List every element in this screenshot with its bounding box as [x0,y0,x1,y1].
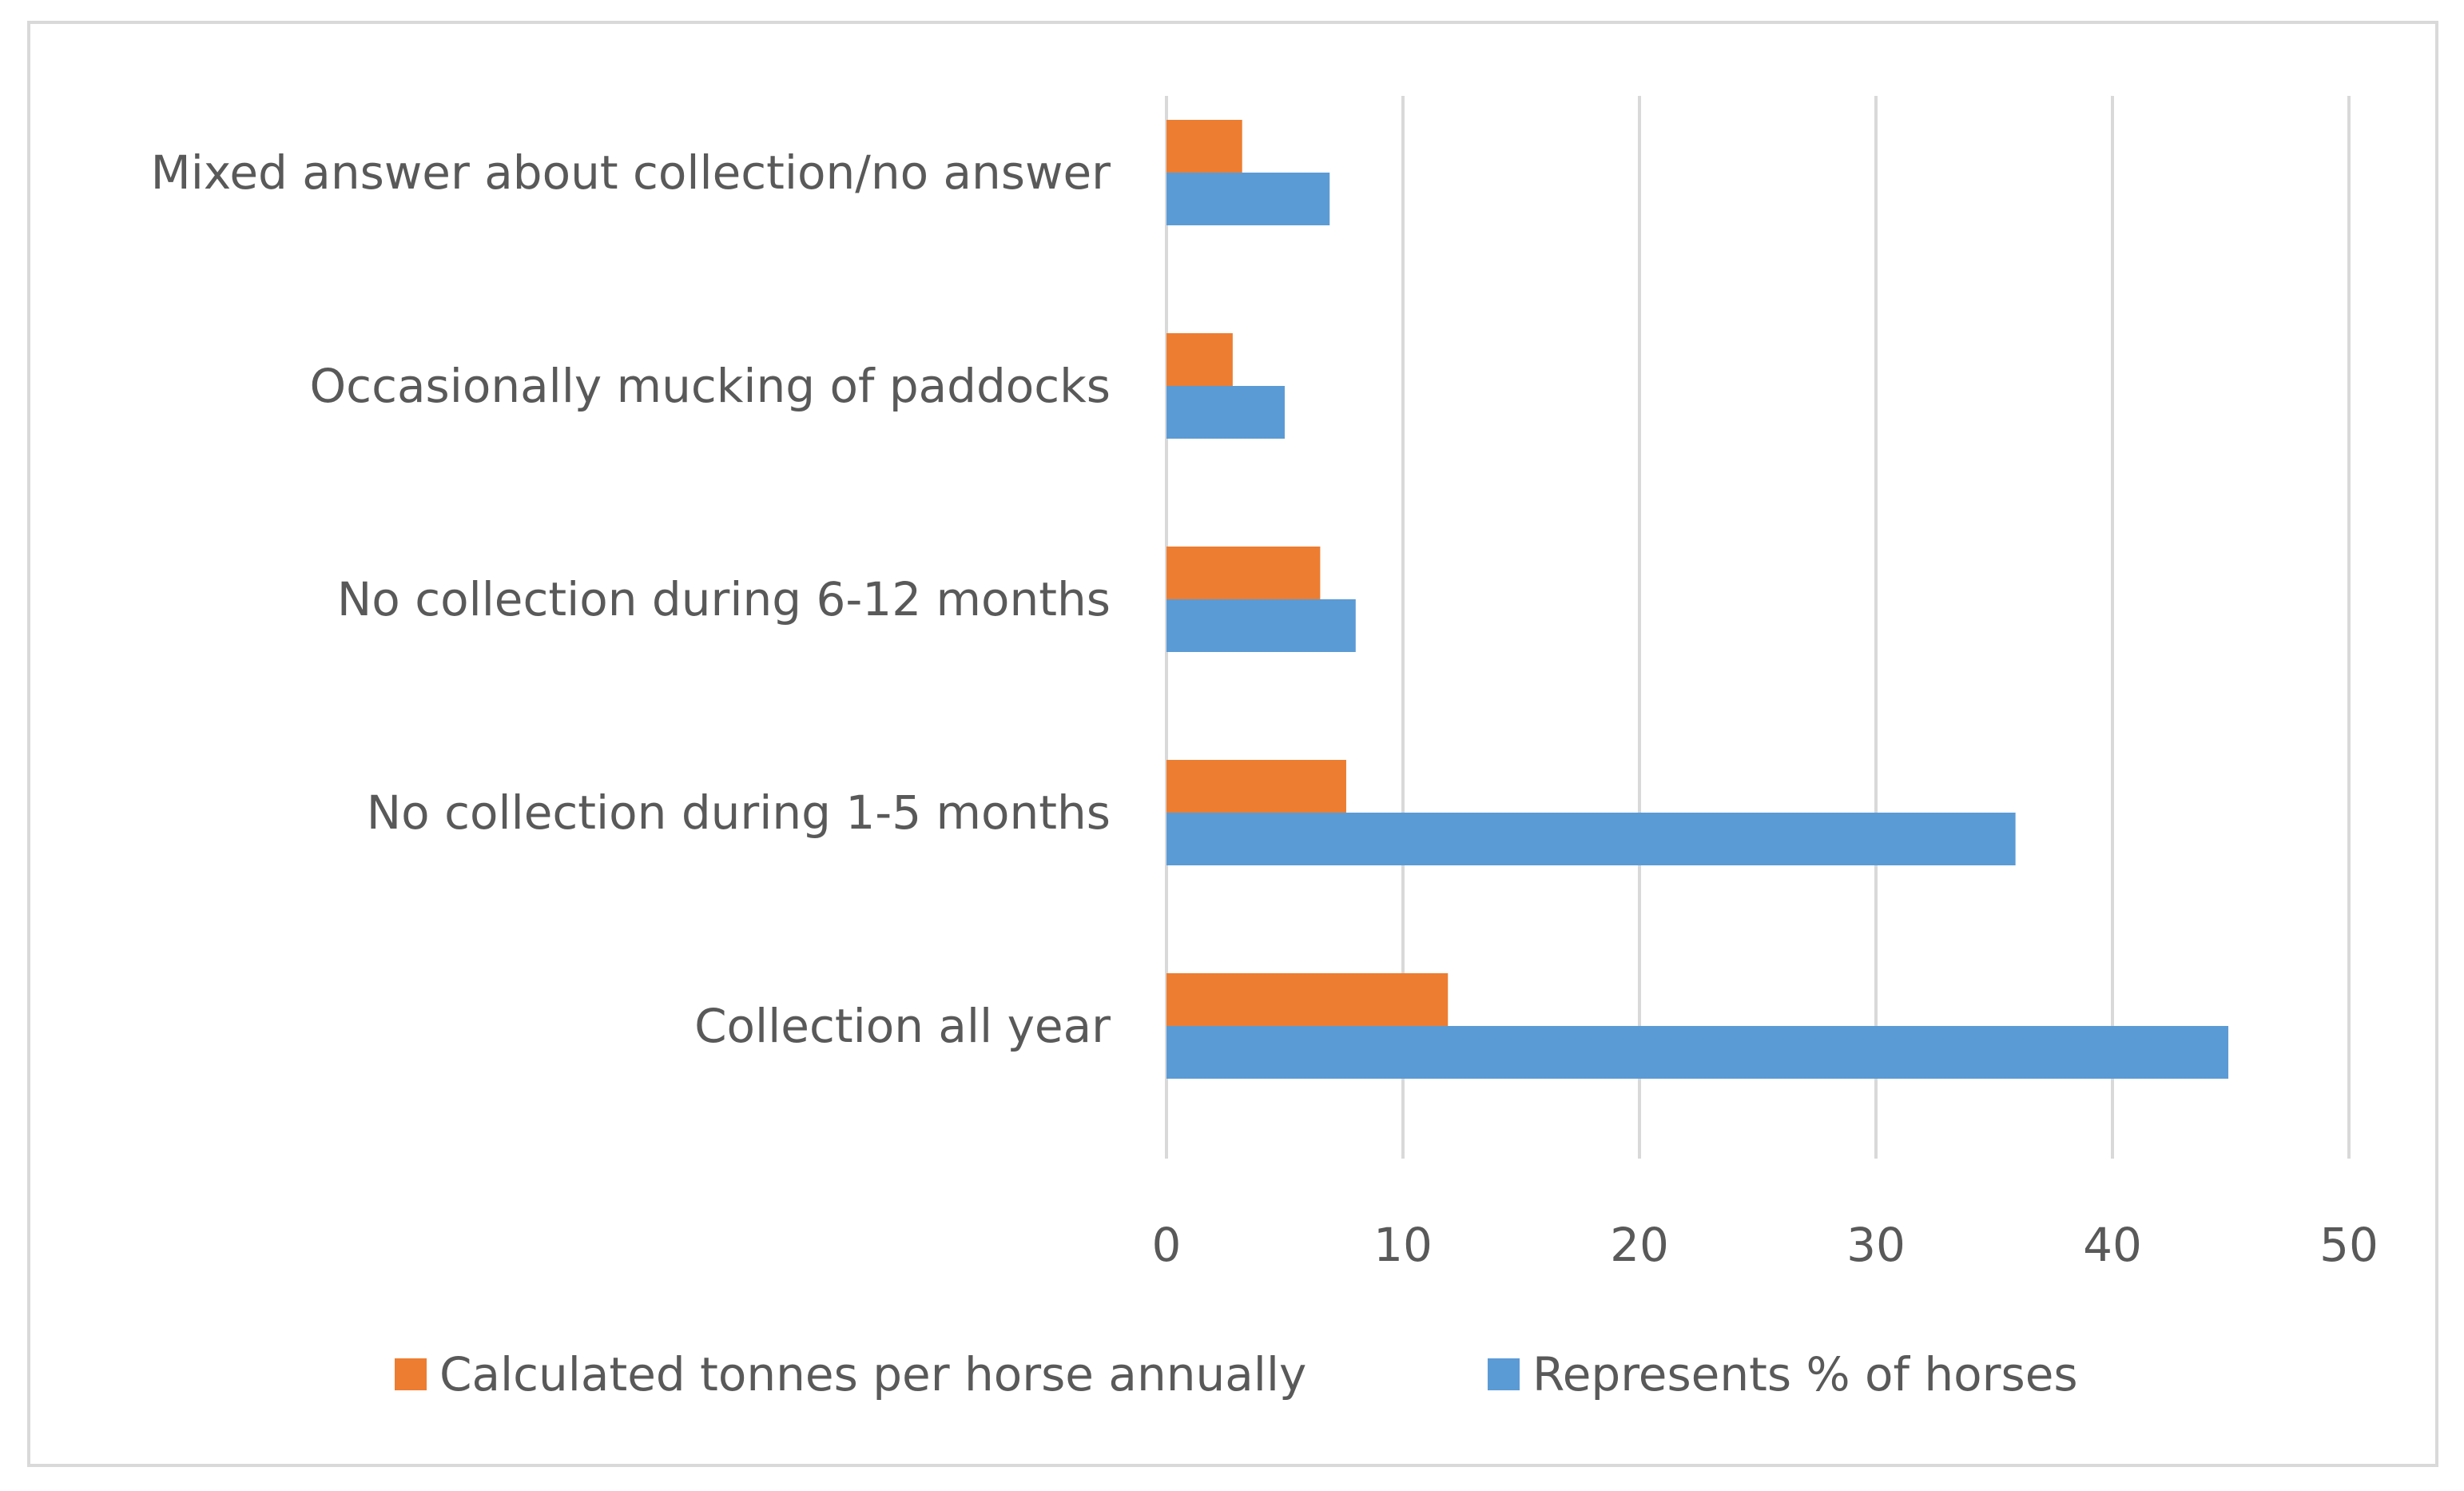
bar-tonnes-4 [1166,973,1449,1026]
legend-swatch-0 [395,1358,427,1390]
category-labels: Mixed answer about collection/no answer O… [151,145,1111,1053]
legend-label-0: Calculated tonnes per horse annually [439,1347,1306,1402]
category-label-3: No collection during 1-5 months [367,785,1111,840]
bar-percent-4 [1166,1026,2229,1079]
bar-percent-0 [1166,173,1330,225]
bar-percent-1 [1166,386,1285,439]
bar-tonnes-1 [1166,333,1233,386]
legend-swatch-1 [1488,1358,1520,1390]
bar-percent-2 [1166,599,1356,652]
bar-tonnes-2 [1166,547,1321,599]
bars [1166,120,2229,1079]
legend-label-1: Represents % of horses [1532,1347,2078,1402]
chart-frame [27,21,2438,1467]
bar-percent-3 [1166,813,2016,865]
tick-label-30: 30 [1846,1218,1906,1272]
tick-label-50: 50 [2319,1218,2379,1272]
category-label-2: No collection during 6-12 months [337,572,1111,626]
tick-label-0: 0 [1152,1218,1182,1272]
tick-label-20: 20 [1610,1218,1669,1272]
category-label-4: Collection all year [694,999,1111,1053]
x-axis-tick-labels: 0 10 20 30 40 50 [1152,1218,2379,1272]
category-label-0: Mixed answer about collection/no answer [151,145,1111,200]
tick-label-10: 10 [1373,1218,1433,1272]
tick-label-40: 40 [2083,1218,2142,1272]
bar-tonnes-3 [1166,760,1346,813]
legend: Calculated tonnes per horse annually Repr… [395,1347,2078,1402]
category-label-1: Occasionally mucking of paddocks [310,359,1111,413]
bar-tonnes-0 [1166,120,1242,173]
